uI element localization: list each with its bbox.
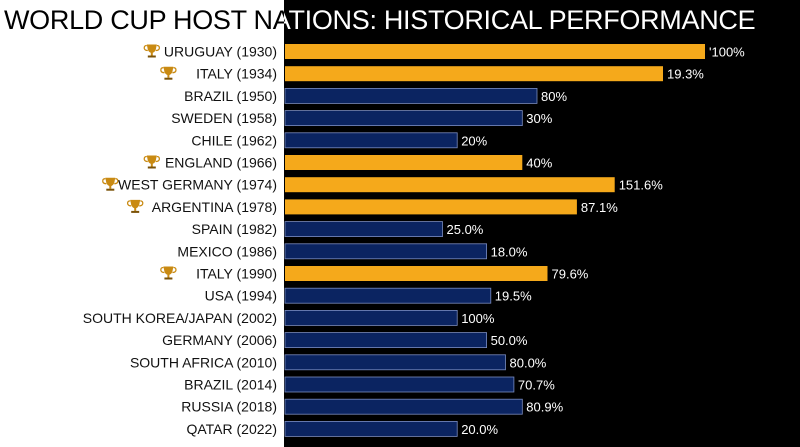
category-label: SOUTH AFRICA (2010) bbox=[130, 354, 277, 370]
trophy-icon bbox=[143, 44, 161, 58]
category-label: URUGUAY (1930) bbox=[164, 44, 277, 60]
bar-row: ENGLAND (1966) 40% bbox=[143, 155, 553, 171]
bar bbox=[284, 420, 458, 437]
bar-champion bbox=[285, 199, 577, 215]
bar-row: CHILE (1962) 20% bbox=[191, 132, 487, 148]
category-label: SOUTH KOREA/JAPAN (2002) bbox=[83, 310, 277, 326]
value-label: 40% bbox=[526, 156, 552, 171]
value-label: 70.7% bbox=[518, 378, 555, 393]
value-label: 80% bbox=[541, 89, 567, 104]
bar-row: ITALY (1934) 19.3% bbox=[160, 66, 704, 82]
bar-champion bbox=[285, 66, 663, 82]
bar-row: SOUTH KOREA/JAPAN (2002) 100% bbox=[83, 310, 495, 326]
bar bbox=[284, 332, 488, 349]
category-label: QATAR (2022) bbox=[186, 421, 277, 437]
value-label: 20% bbox=[461, 133, 487, 148]
bar-row: BRAZIL (1950) 80% bbox=[184, 88, 567, 104]
bar-row: QATAR (2022) 20.0% bbox=[186, 421, 498, 437]
category-label: SWEDEN (1958) bbox=[171, 110, 277, 126]
chart-title: WORLD CUP HOST NATIONS: HISTORICAL PERFO… bbox=[0, 2, 800, 38]
bar-row: ARGENTINA (1978) 87.1% bbox=[126, 199, 618, 215]
bar bbox=[284, 88, 538, 104]
bar bbox=[284, 132, 458, 149]
bar-row: BRAZIL (2014) 70.7% bbox=[184, 377, 555, 393]
value-label: 19.3% bbox=[667, 67, 704, 82]
value-label: 19.5% bbox=[495, 289, 532, 304]
chart-title-text-light: WORLD CUP HOST NATIONS: HISTORICAL PERFO… bbox=[4, 5, 756, 35]
category-label: MEXICO (1986) bbox=[177, 243, 277, 259]
category-label: GERMANY (2006) bbox=[162, 332, 277, 348]
bar-row: GERMANY (2006) 50.0% bbox=[162, 332, 528, 348]
bar bbox=[284, 243, 488, 260]
category-label: ENGLAND (1966) bbox=[165, 155, 277, 171]
bar-row: WEST GERMANY (1974) 151.6% bbox=[102, 177, 664, 193]
bar bbox=[284, 354, 506, 371]
bar-row: SPAIN (1982) 25.0% bbox=[192, 221, 484, 237]
trophy-icon bbox=[126, 199, 144, 213]
value-label: 18.0% bbox=[491, 244, 528, 259]
value-label: 87.1% bbox=[581, 200, 618, 215]
value-label: 25.0% bbox=[447, 222, 484, 237]
bar-row: URUGUAY (1930) '100% bbox=[143, 44, 745, 60]
category-label: ARGENTINA (1978) bbox=[152, 199, 277, 215]
value-label: 30% bbox=[526, 111, 552, 126]
bar bbox=[284, 376, 515, 393]
value-label: 20.0% bbox=[461, 422, 498, 437]
value-label: 100% bbox=[461, 311, 495, 326]
value-label: 50.0% bbox=[491, 333, 528, 348]
category-label: RUSSIA (2018) bbox=[181, 399, 277, 415]
bar-row: RUSSIA (2018) 80.9% bbox=[181, 399, 563, 415]
bar-row: MEXICO (1986) 18.0% bbox=[177, 243, 527, 259]
bar bbox=[284, 110, 523, 126]
bar bbox=[284, 221, 443, 238]
bar-champion bbox=[285, 266, 548, 281]
bar bbox=[284, 309, 458, 326]
trophy-icon bbox=[102, 177, 119, 191]
chart-title-text-dark: WORLD CUP HOST NATIONS: HISTORICAL PERFO… bbox=[4, 5, 756, 35]
bar-row: USA (1994) 19.5% bbox=[205, 288, 532, 304]
category-label: BRAZIL (2014) bbox=[184, 377, 277, 393]
category-label: BRAZIL (1950) bbox=[184, 88, 277, 104]
trophy-icon bbox=[160, 66, 177, 80]
bar-champion bbox=[285, 44, 705, 59]
value-label: 80.0% bbox=[510, 355, 547, 370]
trophy-icon bbox=[143, 155, 161, 169]
bar-row: ITALY (1990) 79.6% bbox=[160, 266, 589, 282]
category-label: WEST GERMANY (1974) bbox=[118, 177, 277, 193]
bar-champion bbox=[285, 155, 523, 170]
bar-row: SOUTH AFRICA (2010) 80.0% bbox=[130, 354, 547, 370]
trophy-icon bbox=[160, 266, 177, 280]
value-label: '100% bbox=[709, 45, 745, 60]
category-label: ITALY (1990) bbox=[196, 266, 277, 282]
bar-row: SWEDEN (1958) 30% bbox=[171, 110, 553, 126]
value-label: 79.6% bbox=[552, 267, 589, 282]
value-label: 151.6% bbox=[619, 178, 664, 193]
bar bbox=[284, 398, 523, 415]
category-label: CHILE (1962) bbox=[191, 132, 277, 148]
value-label: 80.9% bbox=[526, 400, 563, 415]
category-label: USA (1994) bbox=[205, 288, 277, 304]
category-label: ITALY (1934) bbox=[196, 66, 277, 82]
category-label: SPAIN (1982) bbox=[192, 221, 277, 237]
bar bbox=[284, 287, 492, 304]
bar-champion bbox=[285, 177, 615, 193]
